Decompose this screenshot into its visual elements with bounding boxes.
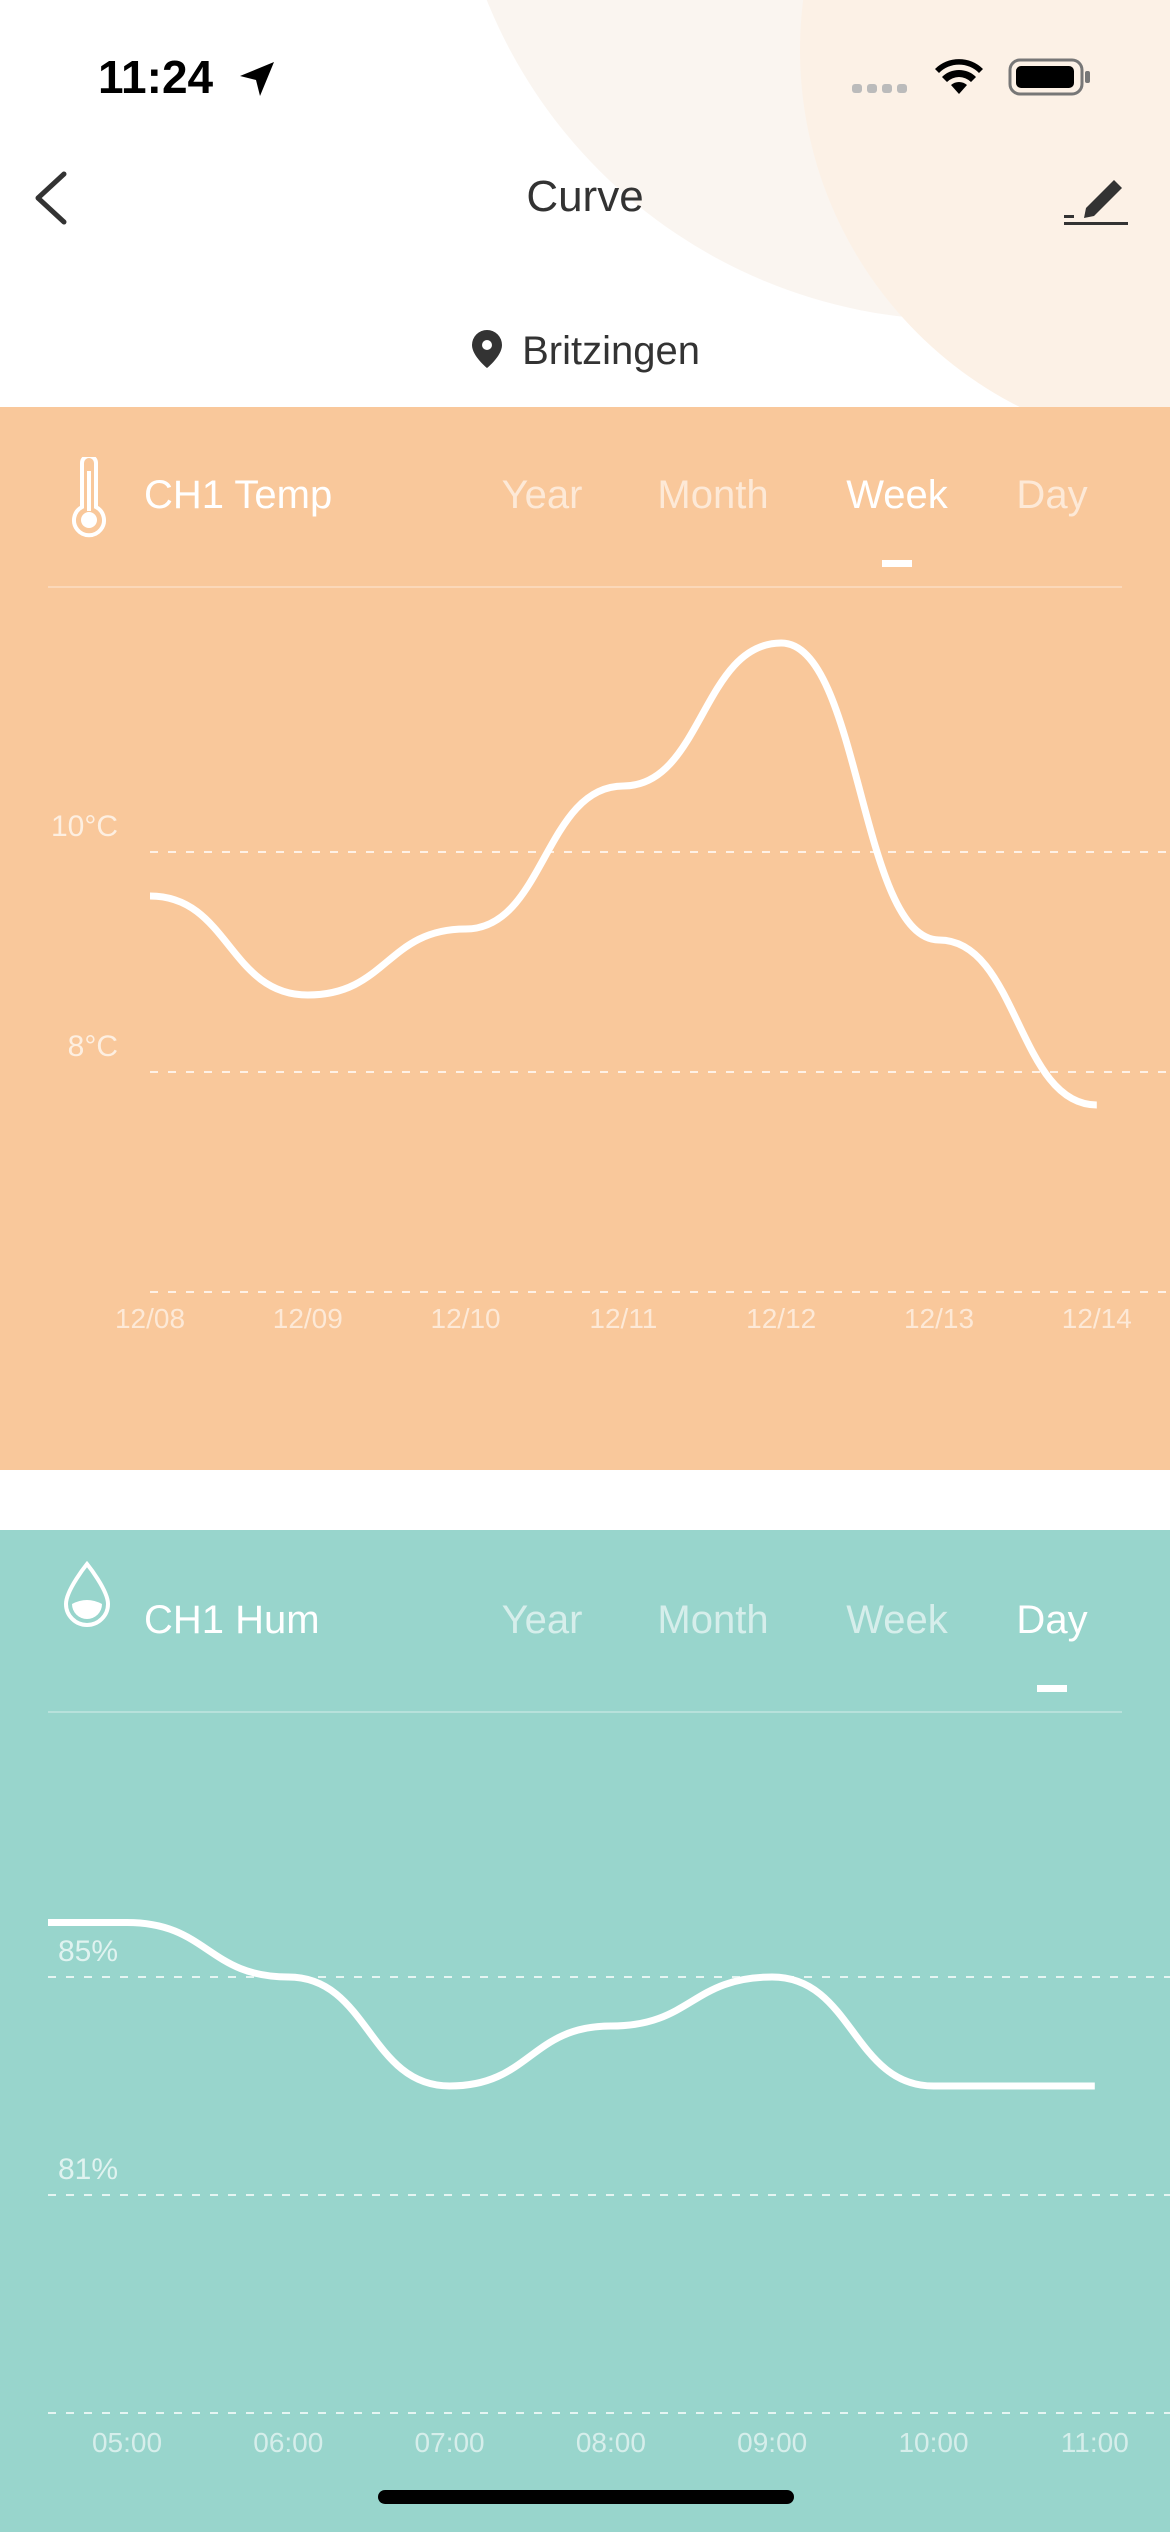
x-tick-label: 11:00 — [1061, 2427, 1129, 2458]
battery-icon — [1008, 58, 1090, 96]
location-name: Britzingen — [522, 329, 700, 373]
tab-week[interactable]: Week — [846, 1598, 948, 1642]
tab-day[interactable]: Day — [1016, 473, 1088, 517]
tab-month[interactable]: Month — [657, 1598, 769, 1642]
tab-year[interactable]: Year — [501, 473, 583, 517]
water-drop-icon — [63, 1560, 111, 1627]
series-line — [149, 639, 1097, 1109]
x-tick-label: 10:00 — [898, 2427, 968, 2458]
active-tab-indicator — [1037, 1685, 1067, 1692]
series-line — [48, 1919, 1095, 2090]
status-time: 11:24 — [98, 51, 214, 103]
y-tick-label: 81% — [58, 2153, 118, 2186]
humidity-chart-card: CH1 Hum Year Month Week Day 85% 81% 05:00 0… — [0, 1530, 1170, 2532]
temperature-chart-card: CH1 Temp Year Month Week Day 10°C 8°C 12/0… — [0, 407, 1170, 1470]
location-arrow-icon — [240, 62, 274, 96]
map-pin-icon — [472, 330, 503, 368]
x-tick-label: 12/11 — [589, 1303, 657, 1334]
tab-day[interactable]: Day — [1016, 1598, 1088, 1642]
back-button[interactable] — [30, 170, 74, 226]
x-tick-label: 07:00 — [415, 2427, 485, 2458]
tab-month[interactable]: Month — [657, 473, 769, 517]
home-indicator — [378, 2490, 794, 2504]
x-tick-label: 05:00 — [92, 2427, 162, 2458]
divider — [48, 586, 1122, 588]
x-tick-label: 06:00 — [253, 2427, 323, 2458]
humidity-line-chart: 85% 81% 05:00 06:00 07:00 08:00 09:00 10:00 11:0… — [48, 1919, 1170, 2458]
x-tick-label: 08:00 — [576, 2427, 646, 2458]
tab-week[interactable]: Week — [846, 473, 948, 517]
tab-year[interactable]: Year — [501, 1598, 583, 1642]
temperature-line-chart: 10°C 8°C 12/08 12/09 12/10 12/11 12/12 12/13 12/… — [51, 639, 1170, 1334]
x-tick-label: 12/12 — [746, 1303, 816, 1334]
signal-icon — [852, 84, 907, 93]
edit-button[interactable] — [1064, 168, 1132, 228]
chart-title: CH1 Hum — [144, 1598, 320, 1642]
x-tick-label: 12/10 — [431, 1303, 501, 1334]
location-label[interactable]: Britzingen — [0, 328, 1170, 374]
x-tick-label: 12/08 — [115, 1303, 185, 1334]
x-tick-label: 09:00 — [737, 2427, 807, 2458]
pencil-icon — [1064, 180, 1128, 225]
x-tick-label: 12/09 — [273, 1303, 343, 1334]
active-tab-indicator — [882, 560, 912, 567]
thermometer-icon — [72, 457, 106, 538]
x-tick-label: 12/13 — [904, 1303, 974, 1334]
chart-title: CH1 Temp — [144, 473, 333, 517]
page-title: Curve — [526, 172, 644, 221]
y-tick-label: 85% — [58, 1935, 118, 1968]
background-decoration — [486, 0, 1170, 407]
divider — [48, 1711, 1122, 1713]
y-tick-label: 8°C — [68, 1030, 118, 1063]
wifi-icon — [935, 59, 983, 94]
y-tick-label: 10°C — [51, 810, 118, 843]
x-tick-label: 12/14 — [1062, 1303, 1132, 1334]
